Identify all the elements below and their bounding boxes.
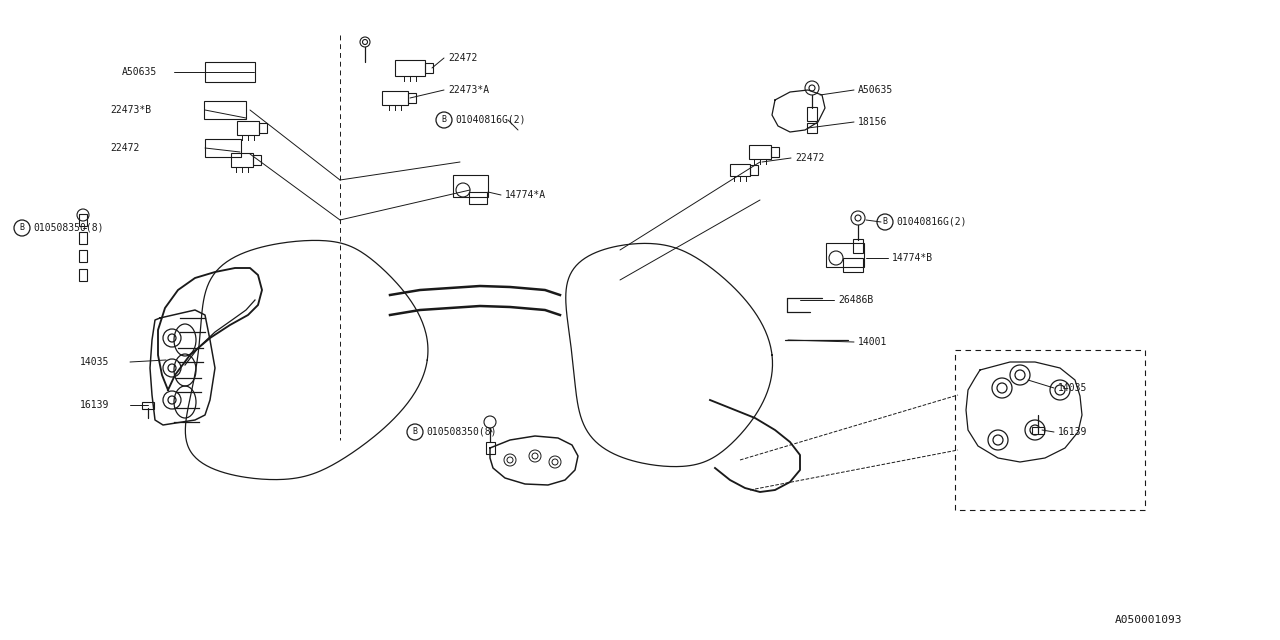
Text: 010508350(8): 010508350(8): [33, 223, 104, 233]
Text: 14001: 14001: [858, 337, 887, 347]
Bar: [806, 107, 817, 121]
Text: 14035: 14035: [1059, 383, 1088, 393]
Text: 18156: 18156: [858, 117, 887, 127]
Bar: [468, 192, 486, 204]
Bar: [826, 243, 864, 267]
Bar: [142, 401, 154, 408]
Bar: [79, 214, 87, 226]
Bar: [408, 93, 416, 103]
Bar: [237, 121, 259, 135]
Bar: [750, 165, 758, 175]
Bar: [205, 62, 255, 82]
Bar: [204, 101, 246, 119]
Text: 14035: 14035: [79, 357, 109, 367]
Text: 22473*B: 22473*B: [110, 105, 151, 115]
Bar: [453, 175, 488, 197]
Text: 26486B: 26486B: [838, 295, 873, 305]
Text: 14774*B: 14774*B: [892, 253, 933, 263]
Bar: [79, 232, 87, 244]
Bar: [1032, 426, 1044, 433]
Bar: [230, 153, 253, 167]
Bar: [396, 60, 425, 76]
Text: 16139: 16139: [79, 400, 109, 410]
Bar: [749, 145, 771, 159]
Text: B: B: [882, 218, 887, 227]
Bar: [253, 155, 261, 165]
Bar: [771, 147, 780, 157]
Bar: [806, 123, 817, 133]
Text: A050001093: A050001093: [1115, 615, 1183, 625]
Text: 22473*A: 22473*A: [448, 85, 489, 95]
Bar: [79, 250, 87, 262]
Text: 010508350(8): 010508350(8): [426, 427, 497, 437]
Text: 16139: 16139: [1059, 427, 1088, 437]
Text: 22472: 22472: [110, 143, 140, 153]
Bar: [485, 442, 494, 454]
Bar: [381, 91, 408, 105]
Bar: [852, 239, 863, 253]
Text: 22472: 22472: [795, 153, 824, 163]
Text: A50635: A50635: [122, 67, 157, 77]
Text: 22472: 22472: [448, 53, 477, 63]
Bar: [79, 269, 87, 281]
Text: A50635: A50635: [858, 85, 893, 95]
Bar: [259, 123, 268, 133]
Bar: [844, 258, 863, 272]
Text: 01040816G(2): 01040816G(2): [454, 115, 526, 125]
Text: 14774*A: 14774*A: [506, 190, 547, 200]
Bar: [730, 164, 750, 176]
Text: B: B: [442, 115, 447, 125]
Bar: [205, 139, 241, 157]
Text: 01040816G(2): 01040816G(2): [896, 217, 966, 227]
Text: B: B: [412, 428, 417, 436]
Text: B: B: [19, 223, 24, 232]
Bar: [425, 63, 433, 73]
